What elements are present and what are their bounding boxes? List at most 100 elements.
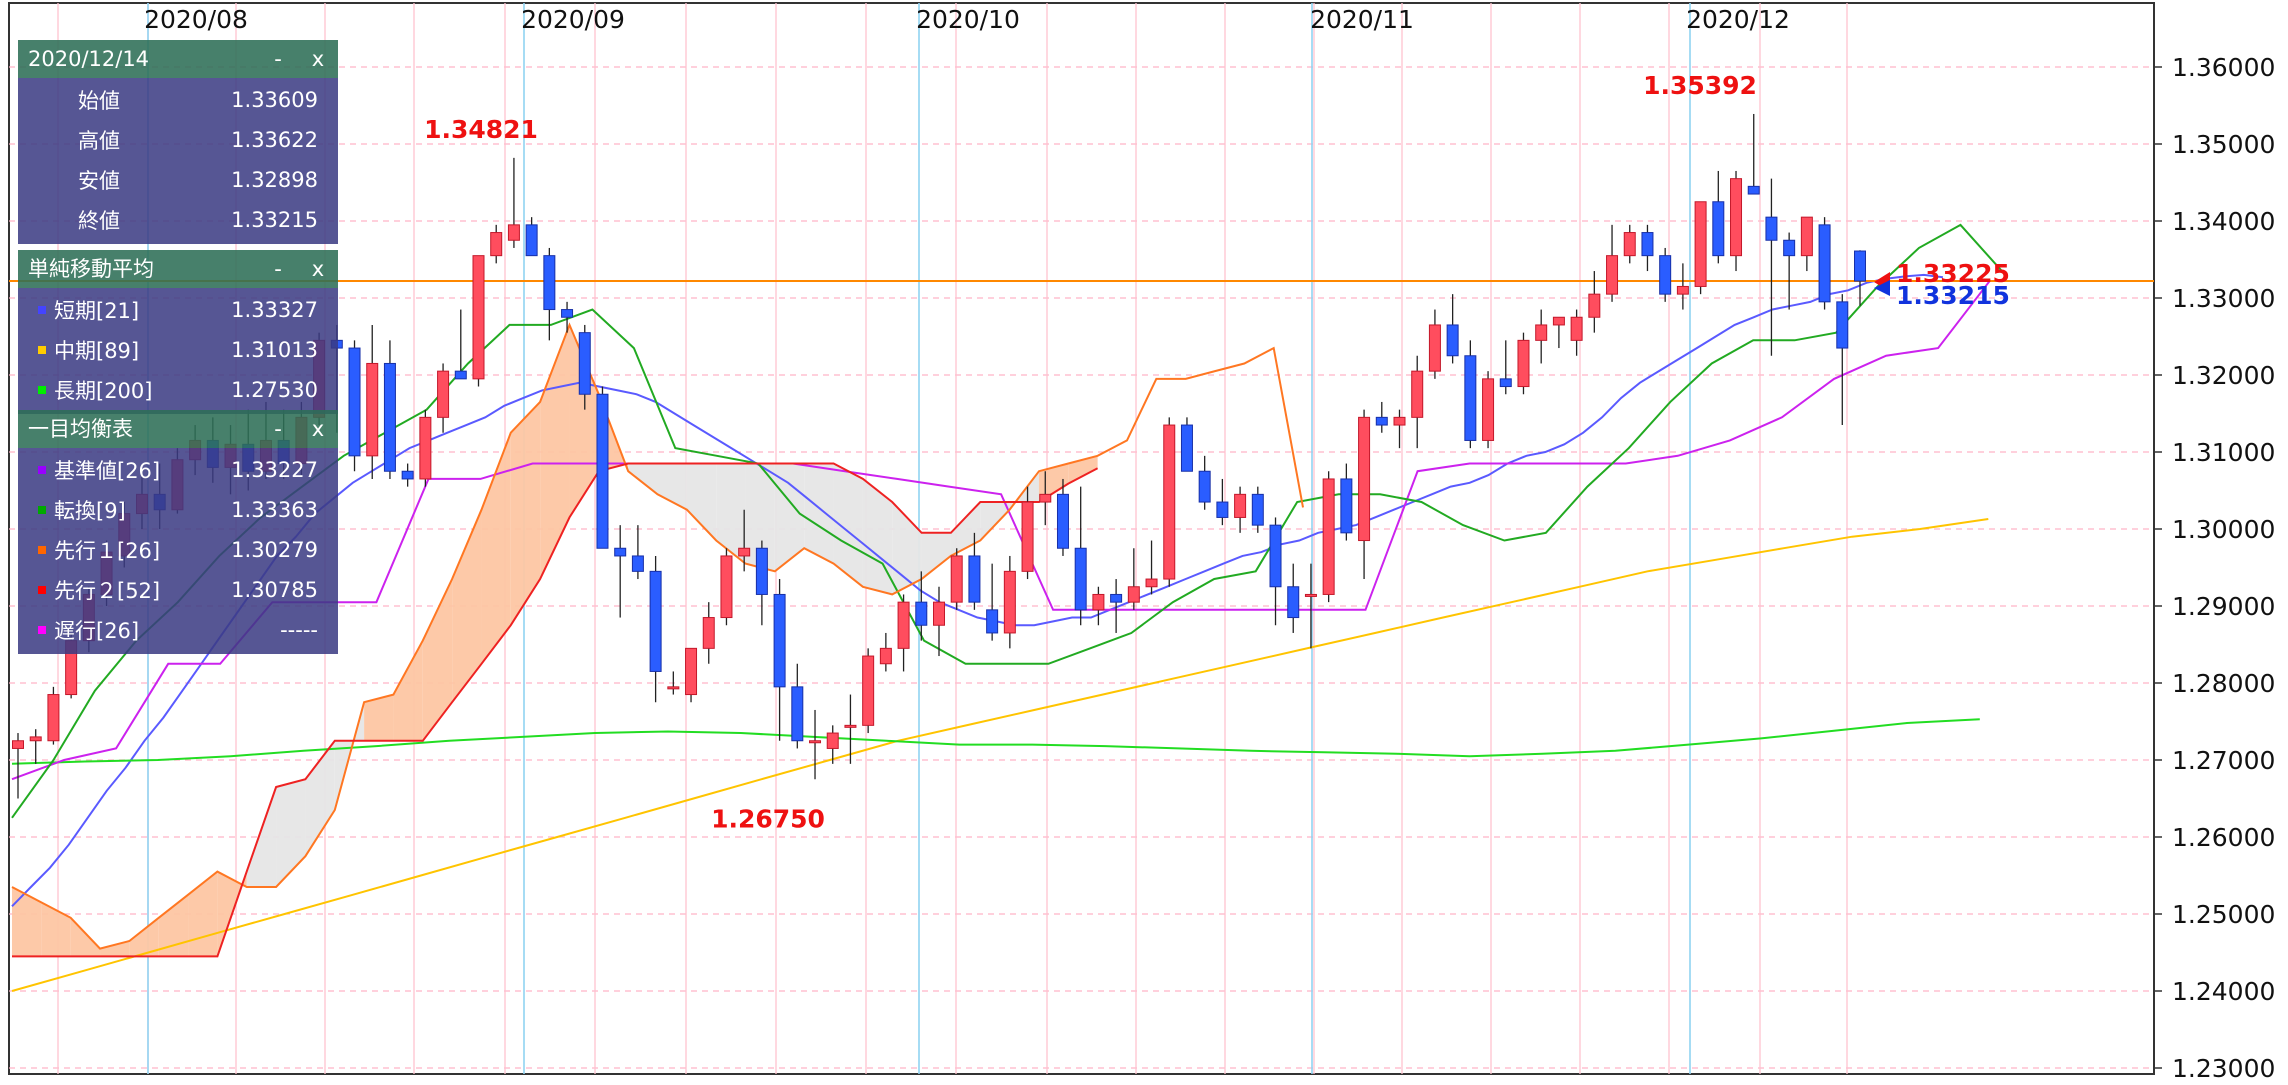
candle-body: [1836, 301, 1849, 349]
candle-body: [578, 332, 591, 395]
ohlc-minimize-button[interactable]: -: [274, 47, 282, 71]
ichimoku-close-button[interactable]: x: [311, 417, 325, 441]
ohlc-row-close: 終値 1.33215: [18, 200, 338, 240]
candle: [897, 594, 910, 672]
cloud-segment: [628, 463, 658, 495]
candle-body: [720, 555, 733, 619]
series-line: [11, 718, 1980, 765]
candle-body: [1517, 339, 1530, 388]
candle: [1517, 332, 1530, 395]
sma-minimize-button[interactable]: -: [274, 257, 282, 281]
y-tick-label: 1.36000: [2172, 53, 2275, 82]
price-marker-blue: [1874, 280, 1890, 296]
cloud-segment: [1038, 463, 1069, 503]
candle-body: [1535, 324, 1548, 341]
candle: [826, 725, 839, 764]
candle: [1110, 579, 1123, 633]
candle: [738, 509, 751, 572]
cloud-segment: [305, 740, 335, 857]
candle-body: [1712, 201, 1725, 257]
cloud-segment: [100, 940, 130, 957]
candle: [1322, 471, 1335, 603]
candle-body: [986, 609, 999, 634]
ichimoku-label: 転換[9]: [54, 499, 126, 523]
candle: [1145, 540, 1158, 595]
candle-body: [1198, 470, 1211, 503]
candle-body: [1499, 378, 1512, 388]
sma-close-button[interactable]: x: [311, 257, 325, 281]
candle: [879, 632, 892, 672]
candle: [1818, 217, 1831, 310]
ohlc-value: 1.33215: [231, 208, 318, 232]
sma-label: 中期[89]: [54, 339, 140, 363]
ichimoku-panel: 一目均衡表 - x 基準値[26] 1.33227 転換[9] 1.33363 …: [18, 410, 338, 654]
month-label: 2020/12: [1686, 5, 1790, 34]
candle: [12, 733, 24, 799]
ichimoku-panel-header: 一目均衡表 - x: [18, 410, 338, 448]
ohlc-label: 始値: [78, 89, 120, 113]
price-annotation: 1.34821: [424, 115, 538, 144]
cloud-segment: [716, 463, 746, 564]
month-label: 2020/11: [1310, 5, 1414, 34]
ichimoku-minimize-button[interactable]: -: [274, 417, 282, 441]
ohlc-row-high: 高値 1.33622: [18, 120, 338, 160]
candle-body: [1783, 239, 1796, 257]
ohlc-close-button[interactable]: x: [311, 47, 325, 71]
candle-body: [1074, 547, 1087, 611]
sma-label: 長期[200]: [54, 379, 153, 403]
ichimoku-value: 1.30785: [231, 578, 318, 602]
cloud-segment: [158, 894, 189, 957]
candle: [667, 671, 680, 695]
candle: [437, 363, 450, 433]
candle: [862, 648, 875, 734]
candle-body: [1127, 586, 1140, 603]
candle-body: [1641, 232, 1654, 257]
legend-swatch: [38, 586, 46, 594]
legend-swatch: [38, 506, 46, 514]
candle-body: [1269, 524, 1282, 588]
cloud-segment: [921, 532, 951, 580]
ohlc-row-open: 始値 1.33609: [18, 80, 338, 120]
ichimoku-panel-title: 一目均衡表: [28, 417, 133, 441]
candle-body: [1251, 493, 1264, 526]
candle-body: [755, 547, 768, 595]
candle: [1641, 224, 1654, 272]
candle: [1552, 316, 1565, 349]
candle-body: [437, 370, 450, 418]
candle: [685, 647, 698, 703]
current-price-label: 1.33215: [1896, 281, 2010, 310]
candle-body: [490, 232, 503, 257]
series-line: [11, 279, 1991, 781]
ichimoku-label: 先行２[52]: [54, 579, 161, 603]
ohlc-value: 1.33622: [231, 128, 318, 152]
candle-body: [862, 655, 875, 726]
candle-body: [1428, 324, 1441, 372]
sma-row-mid: 中期[89] 1.31013: [18, 330, 338, 370]
candle-body: [1730, 178, 1743, 257]
candle: [1765, 178, 1778, 356]
ichimoku-row-senkou1: 先行１[26] 1.30279: [18, 530, 338, 570]
candle-body: [826, 732, 839, 749]
candle-body: [12, 740, 24, 749]
ohlc-value: 1.32898: [231, 168, 318, 192]
candle-body: [844, 724, 857, 728]
series-line: [11, 322, 1304, 950]
sma-value: 1.33327: [231, 298, 318, 322]
candle: [1340, 463, 1353, 541]
candle: [1393, 409, 1406, 449]
ohlc-panel: 2020/12/14 - x 始値 1.33609 高値 1.33622 安値 …: [18, 40, 338, 244]
y-tick-label: 1.35000: [2172, 130, 2275, 159]
legend-swatch: [38, 626, 46, 634]
y-tick-label: 1.32000: [2172, 361, 2275, 390]
candle: [1730, 170, 1743, 272]
candle-body: [1411, 370, 1424, 418]
candle: [933, 586, 945, 657]
ichimoku-row-tenkan: 転換[9] 1.33363: [18, 490, 338, 530]
ichimoku-value: 1.30279: [231, 538, 318, 562]
sma-panel-body: 短期[21] 1.33327 中期[89] 1.31013 長期[200] 1.…: [18, 288, 338, 414]
candle-body: [933, 601, 945, 626]
candle: [1358, 409, 1371, 580]
candle-body: [507, 224, 520, 241]
